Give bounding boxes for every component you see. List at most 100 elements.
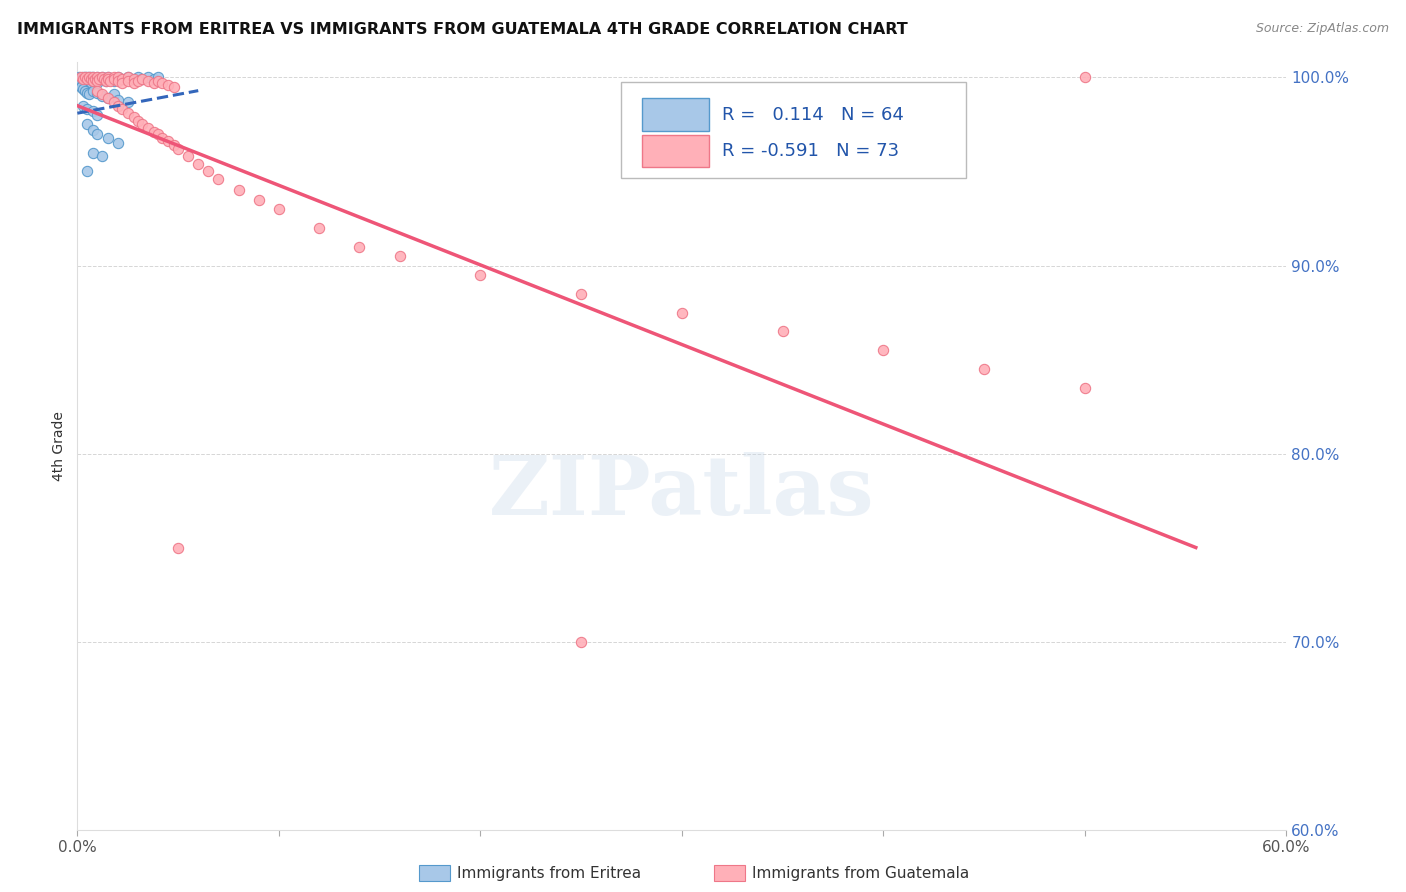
FancyBboxPatch shape <box>643 98 709 131</box>
Point <box>70 74 93 88</box>
Point <box>136 121 159 136</box>
Point <box>103 95 125 109</box>
Point <box>94 74 117 88</box>
Point <box>84 72 107 87</box>
Point <box>89 72 111 87</box>
Point <box>75 74 97 88</box>
Point <box>70 79 93 94</box>
Text: R =   0.114   N = 64: R = 0.114 N = 64 <box>721 105 904 124</box>
Point <box>82 145 104 160</box>
Text: Immigrants from Eritrea: Immigrants from Eritrea <box>457 866 641 880</box>
Point <box>80 72 103 87</box>
Point <box>80 70 103 85</box>
Point <box>197 164 219 178</box>
Point <box>163 79 186 94</box>
Point <box>127 74 149 88</box>
Point <box>82 123 104 137</box>
Point <box>131 118 153 132</box>
Point <box>150 130 173 145</box>
Point <box>131 72 153 87</box>
Point <box>772 324 794 338</box>
Point <box>76 118 98 132</box>
Point <box>107 136 129 151</box>
Point <box>80 72 103 87</box>
Point <box>98 74 121 88</box>
Point <box>671 305 693 319</box>
Point <box>82 104 104 119</box>
Point <box>872 343 894 358</box>
Point <box>111 76 134 90</box>
Point <box>82 74 104 88</box>
Point <box>86 74 108 88</box>
Point <box>127 113 149 128</box>
Point <box>84 74 107 88</box>
Point <box>228 183 250 197</box>
Point <box>117 106 139 120</box>
Point <box>86 70 108 85</box>
Point <box>96 91 118 105</box>
Point <box>86 108 108 122</box>
Point <box>79 70 101 85</box>
Text: Immigrants from Guatemala: Immigrants from Guatemala <box>752 866 970 880</box>
Point <box>163 138 186 153</box>
Point <box>247 193 270 207</box>
Point <box>93 72 115 87</box>
Point <box>75 70 97 85</box>
Point <box>569 634 592 648</box>
Point <box>308 220 330 235</box>
Point <box>157 135 180 149</box>
Point <box>90 87 112 102</box>
Point <box>131 72 153 87</box>
Point <box>96 91 118 105</box>
Point <box>1074 70 1097 85</box>
Point <box>70 72 93 87</box>
Point <box>136 70 159 85</box>
Point <box>349 240 371 254</box>
Point <box>94 74 117 88</box>
Point <box>80 76 103 90</box>
Point <box>122 72 145 87</box>
Point <box>82 70 104 85</box>
Point <box>70 70 93 85</box>
Text: Source: ZipAtlas.com: Source: ZipAtlas.com <box>1256 22 1389 36</box>
FancyBboxPatch shape <box>621 81 966 178</box>
Point <box>103 72 125 87</box>
Point <box>89 72 111 87</box>
Point <box>75 84 97 98</box>
Point <box>72 98 94 112</box>
Point <box>187 157 209 171</box>
Point <box>117 70 139 85</box>
Point <box>142 76 165 90</box>
Point <box>167 142 190 156</box>
Point <box>76 86 98 100</box>
Point <box>122 76 145 90</box>
Point <box>207 172 229 186</box>
Point <box>84 72 107 87</box>
Point <box>111 103 134 117</box>
Point <box>107 70 129 85</box>
Text: ZIPatlas: ZIPatlas <box>489 452 875 532</box>
Point <box>103 87 125 102</box>
Point <box>177 149 200 163</box>
Point <box>72 70 94 85</box>
Point <box>107 74 129 88</box>
Point <box>96 72 118 87</box>
Point <box>86 84 108 98</box>
Point <box>146 127 169 141</box>
Point <box>96 70 118 85</box>
Point <box>142 72 165 87</box>
Point <box>67 70 90 85</box>
Point <box>72 72 94 87</box>
Point <box>76 103 98 117</box>
Point <box>117 74 139 88</box>
Point <box>150 76 173 90</box>
Text: IMMIGRANTS FROM ERITREA VS IMMIGRANTS FROM GUATEMALA 4TH GRADE CORRELATION CHART: IMMIGRANTS FROM ERITREA VS IMMIGRANTS FR… <box>17 22 908 37</box>
Point <box>76 164 98 178</box>
Point <box>72 82 94 96</box>
Point <box>111 72 134 87</box>
Point <box>127 70 149 85</box>
Point <box>86 76 108 90</box>
Point <box>117 70 139 85</box>
Y-axis label: 4th Grade: 4th Grade <box>52 411 66 481</box>
Point <box>79 70 101 85</box>
